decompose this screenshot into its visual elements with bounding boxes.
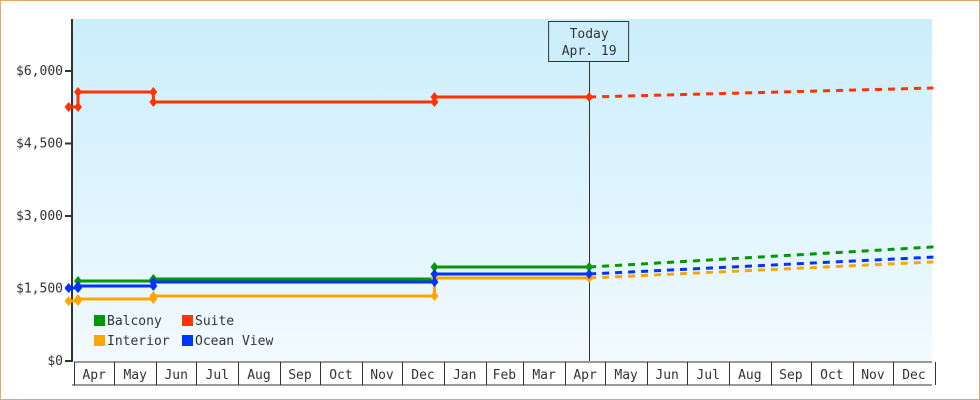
suite-point: [74, 102, 83, 113]
interior-point: [64, 296, 73, 307]
legend-swatch-ocean-view: [182, 335, 193, 346]
month-label: Jan: [453, 368, 476, 383]
month-label: Dec: [902, 368, 925, 383]
month-label: Apr: [82, 368, 106, 383]
month-label: Jul: [696, 368, 719, 383]
ocean-view-point: [585, 269, 594, 279]
month-label: Jun: [655, 368, 678, 383]
y-tick-label: $1,500: [16, 282, 63, 297]
plot-area: [72, 19, 932, 361]
y-tick-label: $6,000: [16, 64, 63, 79]
ocean-view-point: [64, 283, 73, 294]
legend-swatch-balcony: [94, 315, 105, 326]
month-label: Feb: [493, 368, 517, 383]
balcony-point: [585, 261, 594, 272]
y-tick-label: $4,500: [16, 137, 63, 152]
today-label: Today: [570, 27, 609, 42]
today-box: [548, 21, 630, 62]
legend-label-balcony: Balcony: [107, 314, 162, 329]
balcony-forecast-line: [589, 245, 934, 269]
today-date: Apr. 19: [562, 44, 617, 59]
interior-forecast-line: [589, 260, 934, 280]
interior-point: [74, 293, 83, 304]
legend-label-interior: Interior: [107, 334, 170, 349]
interior-point: [430, 290, 439, 301]
suite-point: [74, 86, 83, 97]
month-label: Dec: [411, 368, 434, 383]
month-label: Aug: [247, 368, 270, 383]
balcony-point: [430, 261, 439, 272]
ocean-view-point: [149, 276, 158, 287]
month-label: Sep: [288, 368, 312, 383]
month-label: May: [614, 368, 638, 383]
month-label: Mar: [532, 368, 556, 383]
suite-point: [64, 102, 73, 113]
month-label: May: [123, 368, 147, 383]
suite-point: [430, 92, 439, 103]
month-label: Oct: [820, 368, 843, 383]
y-tick-label: $0: [47, 354, 63, 369]
interior-point: [149, 290, 158, 301]
month-label: Sep: [779, 368, 803, 383]
month-label: Nov: [861, 368, 885, 383]
legend-swatch-interior: [94, 335, 105, 346]
ocean-view-point: [430, 269, 439, 279]
legend-label-suite: Suite: [195, 314, 234, 329]
month-label: Apr: [573, 368, 597, 383]
suite-point: [585, 92, 594, 103]
suite-point: [149, 96, 158, 107]
month-label: Jul: [206, 368, 229, 383]
ocean-view-point: [430, 276, 439, 287]
month-label: Oct: [329, 368, 352, 383]
y-tick-label: $3,000: [16, 209, 63, 224]
suite-point: [149, 86, 158, 97]
month-label: Nov: [370, 368, 394, 383]
legend-swatch-suite: [182, 315, 193, 326]
suite-forecast-line: [589, 86, 934, 99]
legend-label-ocean-view: Ocean View: [195, 334, 273, 349]
month-label: Aug: [738, 368, 761, 383]
ocean-view-point: [74, 280, 83, 291]
month-label: Jun: [164, 368, 187, 383]
ocean-view-forecast-line: [589, 255, 934, 276]
